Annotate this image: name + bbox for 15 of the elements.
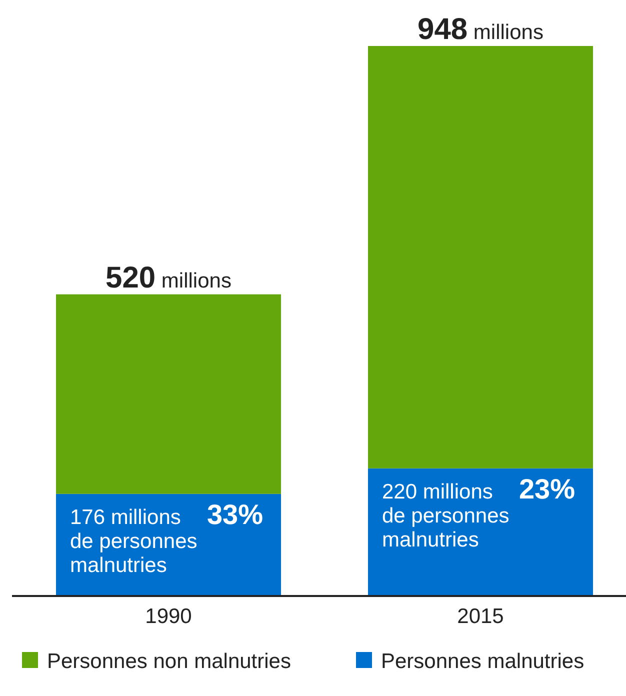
data-label: 176 millions: [70, 506, 181, 529]
legend-label: Personnes non malnutries: [47, 650, 291, 673]
annotation: de personnes malnutries: [70, 530, 198, 577]
data-label: 220 millions: [382, 480, 493, 504]
x-tick-label: 1990: [145, 605, 192, 628]
total-label: 948 millions: [418, 13, 544, 46]
total-label: 520 millions: [106, 261, 232, 294]
annotation: 23%: [518, 473, 576, 504]
annotation: 33%: [206, 498, 264, 530]
annotation: de personnes malnutries: [382, 504, 510, 552]
bar: [368, 46, 594, 468]
bar: [56, 294, 282, 494]
x-tick-label: 2015: [457, 605, 504, 628]
bar: [368, 468, 594, 596]
legend-label: Personnes malnutries: [381, 650, 584, 673]
